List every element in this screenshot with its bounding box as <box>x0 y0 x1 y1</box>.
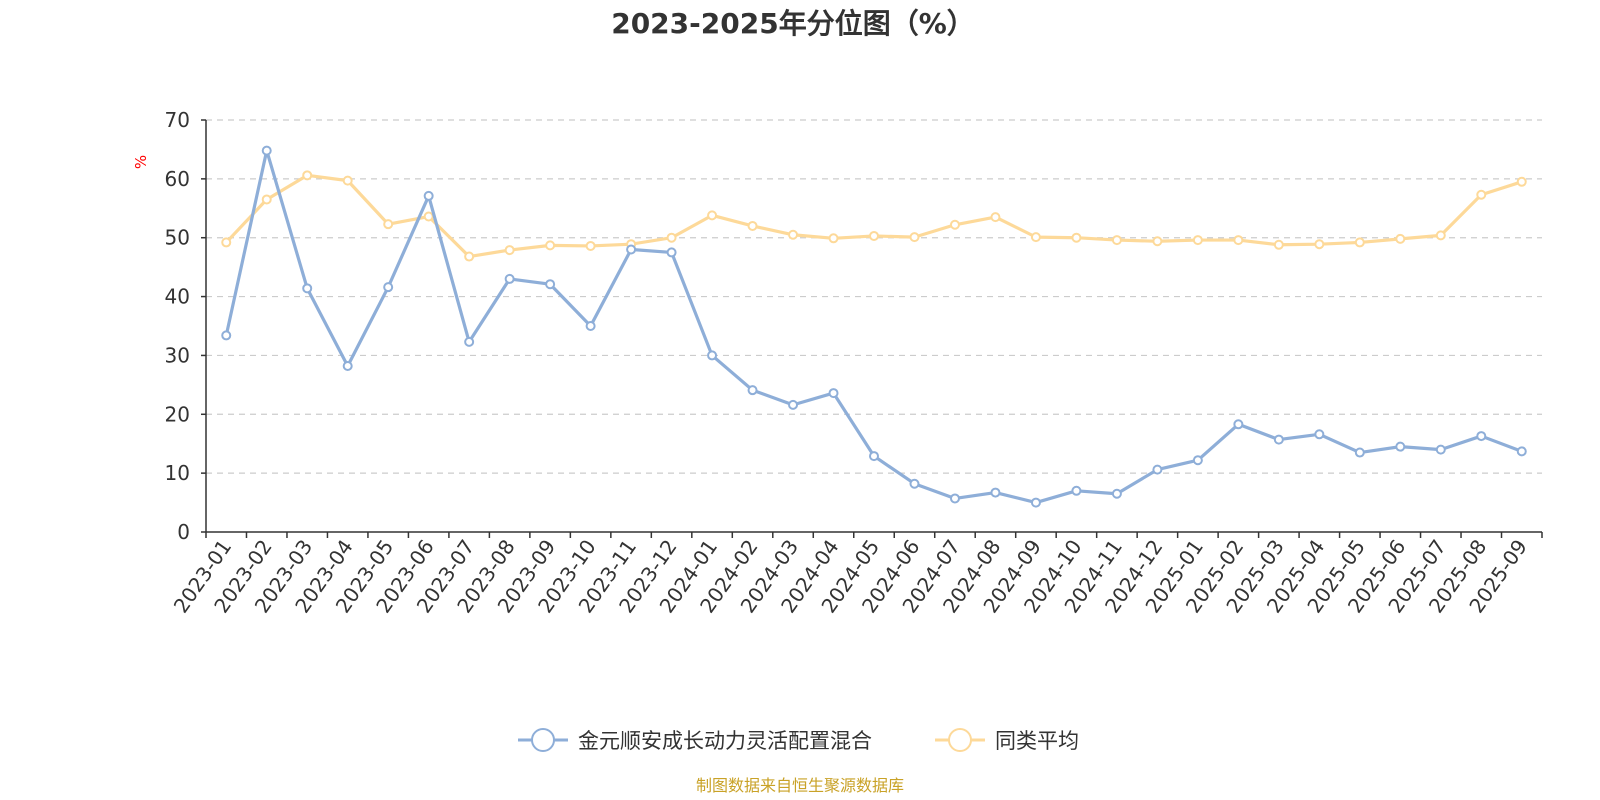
y-tick-label: 50 <box>165 226 190 250</box>
data-point <box>504 273 515 284</box>
data-point <box>383 282 394 293</box>
data-point <box>342 361 353 372</box>
y-tick-label: 20 <box>165 402 190 426</box>
data-point <box>909 232 920 243</box>
data-point <box>990 487 1001 498</box>
data-point <box>666 232 677 243</box>
data-point <box>302 170 313 181</box>
data-point <box>1395 233 1406 244</box>
data-point <box>788 399 799 410</box>
data-point <box>1111 235 1122 246</box>
data-point <box>1192 455 1203 466</box>
data-point <box>1071 485 1082 496</box>
data-point <box>990 212 1001 223</box>
data-point <box>1435 230 1446 241</box>
data-point <box>261 145 272 156</box>
data-point <box>1273 434 1284 445</box>
data-point <box>1314 239 1325 250</box>
data-point <box>221 330 232 341</box>
y-tick-label: 40 <box>165 285 190 309</box>
data-point <box>1030 232 1041 243</box>
data-point <box>1314 429 1325 440</box>
axes: 0102030405060702023-012023-022023-032023… <box>165 108 1543 617</box>
legend-swatch-marker <box>948 728 972 752</box>
data-point <box>1233 419 1244 430</box>
data-point <box>1273 239 1284 250</box>
data-point <box>423 190 434 201</box>
data-point <box>1516 446 1527 457</box>
data-point <box>464 336 475 347</box>
data-point <box>1435 444 1446 455</box>
data-point <box>1111 488 1122 499</box>
series-lines <box>221 145 1527 508</box>
y-tick-label: 30 <box>165 343 190 367</box>
data-point <box>1071 232 1082 243</box>
data-point <box>1476 431 1487 442</box>
data-point <box>1354 447 1365 458</box>
data-point <box>1476 189 1487 200</box>
chart-title: 2023-2025年分位图（%） <box>611 7 975 40</box>
data-point <box>1395 441 1406 452</box>
data-point <box>909 478 920 489</box>
data-point <box>423 211 434 222</box>
legend-swatch-marker <box>531 728 555 752</box>
data-point <box>1030 497 1041 508</box>
data-point <box>747 220 758 231</box>
series-line <box>224 149 1523 505</box>
y-tick-label: 10 <box>165 461 190 485</box>
data-point <box>1192 235 1203 246</box>
grid-lines <box>206 119 1542 474</box>
data-point <box>545 240 556 251</box>
data-point <box>626 244 637 255</box>
data-point <box>383 219 394 230</box>
data-point <box>1354 237 1365 248</box>
y-tick-label: 60 <box>165 167 190 191</box>
data-point <box>585 240 596 251</box>
data-point <box>747 385 758 396</box>
data-point <box>788 229 799 240</box>
data-point <box>949 219 960 230</box>
data-point <box>828 388 839 399</box>
legend-label: 金元顺安成长动力灵活配置混合 <box>578 729 872 753</box>
data-point <box>585 321 596 331</box>
legend: 金元顺安成长动力灵活配置混合 同类平均 <box>518 728 1079 753</box>
data-point <box>1152 464 1163 475</box>
data-point <box>221 237 232 248</box>
data-point <box>707 210 718 221</box>
data-point <box>1233 235 1244 246</box>
series-category-average <box>221 170 1527 262</box>
data-point <box>504 245 515 256</box>
y-tick-label: 0 <box>177 520 190 544</box>
legend-label: 同类平均 <box>995 729 1079 753</box>
data-source-note: 制图数据来自恒生聚源数据库 <box>696 776 904 795</box>
data-point <box>545 279 556 290</box>
y-tick-label: 70 <box>165 108 190 132</box>
data-point <box>869 451 879 462</box>
data-point <box>707 350 718 361</box>
data-point <box>302 283 313 294</box>
y-axis-unit-label: % <box>132 155 150 169</box>
series-fund <box>221 145 1527 508</box>
data-point <box>949 493 960 504</box>
data-point <box>869 230 879 241</box>
data-point <box>464 251 475 262</box>
data-point <box>666 247 677 258</box>
data-point <box>828 233 839 244</box>
data-point <box>1516 176 1527 187</box>
data-point <box>342 175 353 186</box>
data-point <box>261 194 272 205</box>
data-point <box>1152 236 1163 247</box>
